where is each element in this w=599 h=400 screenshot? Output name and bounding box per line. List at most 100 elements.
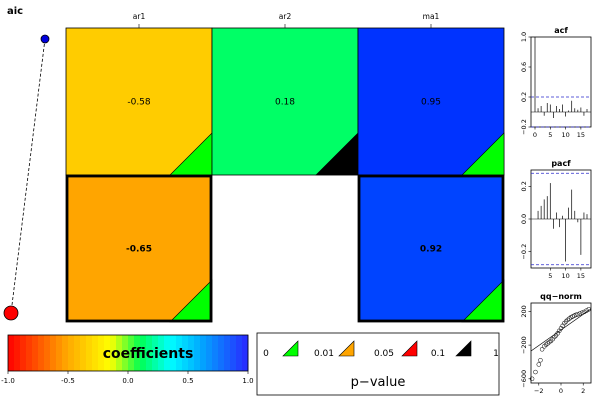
colorbar-swatch — [230, 335, 237, 371]
x-tick-label: 10 — [561, 272, 569, 280]
x-tick-label: 10 — [561, 131, 569, 139]
pvalue-break-label: 1 — [493, 349, 499, 359]
x-tick-label: 5 — [548, 272, 552, 280]
coefficient-cell — [65, 27, 213, 176]
colorbar-swatch — [14, 335, 21, 371]
colorbar-swatch — [20, 335, 27, 371]
pvalue-break-label: 0 — [263, 349, 269, 359]
pvalue-legend-triangle — [282, 340, 299, 357]
colorbar-swatch — [218, 335, 225, 371]
coefficient-cell — [211, 27, 359, 176]
column-header: ma1 — [423, 12, 440, 21]
qq-point — [584, 308, 589, 313]
colorbar-swatch — [236, 335, 243, 371]
aic-path — [3, 34, 50, 321]
colorbar-tick-label: -0.5 — [61, 377, 75, 385]
colorbar-swatch — [26, 335, 33, 371]
qq-point — [555, 331, 560, 336]
column-header: ar2 — [279, 12, 292, 21]
colorbar-swatch — [8, 335, 15, 371]
panel-title: acf — [554, 26, 568, 35]
pvalue-legend-triangle — [401, 340, 418, 357]
colorbar-swatch — [50, 335, 57, 371]
panel-title: pacf — [551, 159, 571, 168]
column-headers: ar1 ar2 ma1 — [133, 12, 440, 28]
selected-cell-border — [65, 174, 213, 323]
y-tick-label: −0.2 — [520, 119, 528, 135]
qq-point — [538, 358, 543, 363]
qq-point — [562, 320, 567, 326]
colorbar-swatch — [182, 335, 189, 371]
y-tick-label: 0.0 — [520, 214, 528, 224]
colorbar-swatch — [38, 335, 45, 371]
qq-point — [575, 312, 580, 317]
colorbar-tick-label: -1.0 — [1, 377, 15, 385]
colorbar-swatch — [134, 335, 141, 371]
qq-point — [557, 328, 562, 334]
qq-point — [558, 326, 564, 331]
y-tick-label: 1.0 — [520, 32, 528, 42]
colorbar-swatch — [224, 335, 231, 371]
pvalue-legend-triangle — [455, 340, 472, 357]
qq-point — [563, 319, 569, 324]
y-tick-label: −0.2 — [520, 244, 528, 260]
qq-point — [560, 323, 565, 328]
y-tick-label: −200 — [520, 336, 528, 354]
y-tick-label: 0.2 — [520, 181, 528, 191]
colorbar-swatch — [116, 335, 123, 371]
coefficient-value: -0.58 — [127, 98, 151, 108]
colorbar-swatch — [104, 335, 111, 371]
colorbar-swatch — [200, 335, 207, 371]
coefficient-grid: -0.58 0.18 0.95 -0.65 0.92 — [65, 27, 505, 323]
colorbar-swatch — [110, 335, 117, 371]
colorbar-swatch — [158, 335, 165, 371]
colorbar-tick-label: 0.5 — [182, 377, 193, 385]
colorbar-swatch — [164, 335, 171, 371]
pacf-plot: pacf 0.2 0.0 −0.2 5 10 15 — [520, 159, 592, 280]
coefficient-colorbar: coefficients -1.0 -0.5 0.0 0.5 1.0 — [1, 334, 254, 385]
coefficient-cell — [65, 174, 213, 323]
colorbar-swatch — [98, 335, 105, 371]
x-tick-label: 2 — [581, 387, 585, 395]
colorbar-tick-label: 1.0 — [242, 377, 253, 385]
y-tick-label: 0.2 — [520, 92, 528, 102]
coefficient-cell — [357, 27, 505, 176]
selected-cell-border — [358, 174, 505, 323]
pvalue-break-label: 0.1 — [431, 349, 445, 359]
x-tick-label: 15 — [577, 272, 585, 280]
colorbar-swatch — [212, 335, 219, 371]
qq-point — [542, 344, 547, 349]
pvalue-break-label: 0.01 — [314, 349, 334, 359]
colorbar-swatch — [242, 335, 249, 371]
qq-norm-plot: qq−norm −2 0 2 200 −200 −600 — [520, 292, 592, 395]
colorbar-tick-label: 0.0 — [122, 377, 133, 385]
pvalue-break-label: 0.05 — [374, 349, 394, 359]
colorbar-swatch — [86, 335, 93, 371]
colorbar-swatch — [122, 335, 129, 371]
qq-point — [552, 334, 557, 340]
x-tick-label: 15 — [577, 131, 585, 139]
colorbar-swatch — [80, 335, 87, 371]
colorbar-swatch — [92, 335, 99, 371]
x-tick-label: 0 — [559, 387, 563, 395]
y-tick-label: −600 — [520, 370, 528, 388]
colorbar-swatch — [74, 335, 81, 371]
corner-label: aic — [7, 6, 23, 17]
coefficient-value: 0.95 — [421, 98, 441, 108]
colorbar-swatch — [176, 335, 183, 371]
qq-point — [579, 310, 585, 315]
colorbar-swatch — [56, 335, 63, 371]
colorbar-swatch — [152, 335, 159, 371]
colorbar-swatch — [146, 335, 153, 371]
column-header: ar1 — [133, 12, 146, 21]
colorbar-swatch — [62, 335, 69, 371]
colorbar-swatch — [32, 335, 39, 371]
acf-plot: acf 1.0 0.6 0.2 −0.2 0 5 10 15 — [520, 26, 592, 139]
pvalue-legend-triangle — [338, 340, 355, 357]
colorbar-swatch — [44, 335, 51, 371]
colorbar-swatch — [68, 335, 75, 371]
colorbar-swatch — [170, 335, 177, 371]
pvalue-legend: 0 0.01 0.05 0.1 1 p−value — [256, 332, 500, 396]
x-tick-label: −2 — [534, 387, 544, 395]
